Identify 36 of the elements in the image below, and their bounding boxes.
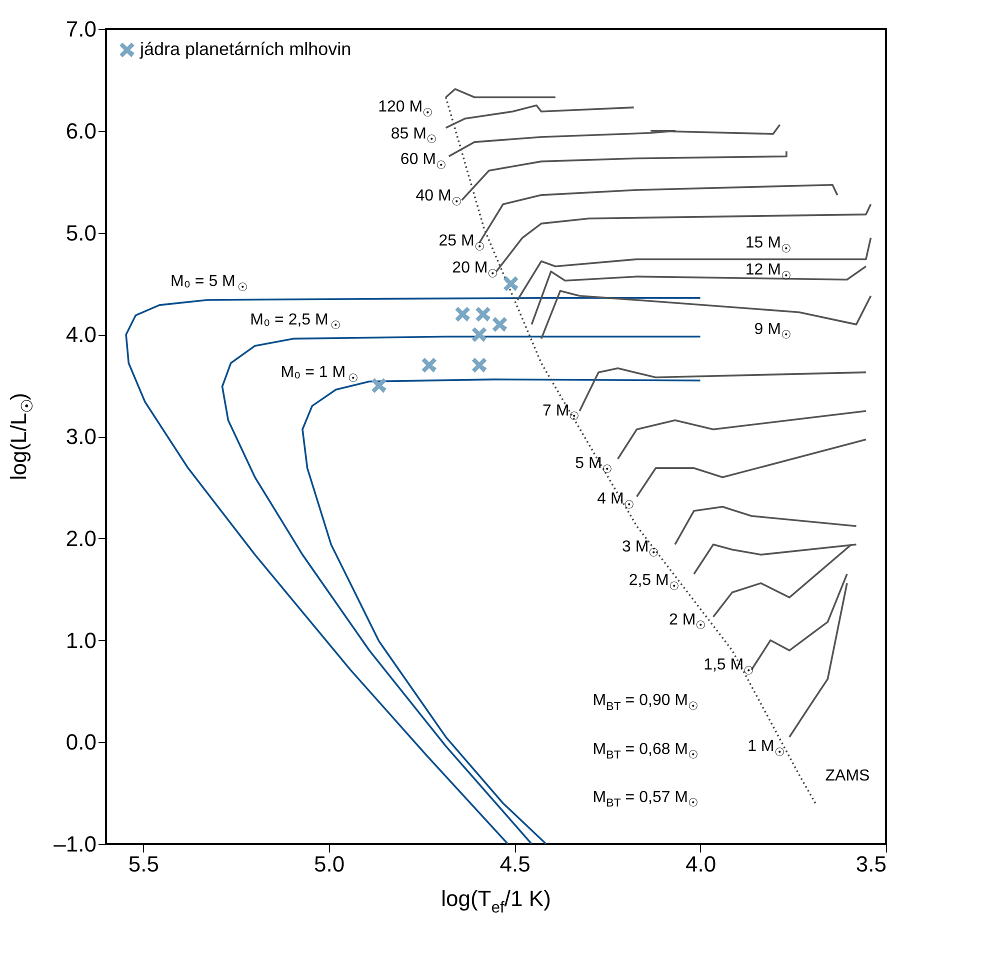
annotation: 3 M☉ [622, 538, 660, 560]
annotation: 2 M☉ [669, 611, 707, 632]
x-tick-label: 5.0 [314, 852, 345, 876]
y-tick-label: 0.0 [66, 730, 96, 755]
y-tick-label: 3.0 [66, 424, 96, 449]
annotation: ZAMS [825, 768, 870, 785]
annotation: 4 M☉ [597, 490, 635, 512]
annotation: 1 M☉ [748, 738, 786, 759]
annotation: 5 M☉ [575, 455, 613, 476]
annotation: 7 M☉ [542, 402, 580, 424]
annotation: 85 M☉ [390, 125, 438, 146]
y-tick-label: 5.0 [66, 220, 96, 246]
x-tick-label: 4.0 [685, 852, 716, 876]
y-tick-label: –1.0 [54, 832, 96, 856]
annotation: M₀ = 1 M☉ [280, 364, 359, 385]
y-tick-label: 6.0 [66, 118, 96, 144]
annotation: M₀ = 2,5 M☉ [250, 311, 342, 332]
annotation: 120 M☉ [378, 98, 434, 120]
y-tick-label: 2.0 [66, 526, 96, 551]
annotation: 2,5 M☉ [628, 572, 680, 593]
y-axis-title: log(L/L☉) [6, 392, 37, 480]
legend-label: jádra planetárních mlhovin [139, 39, 352, 59]
annotation: M₀ = 5 M☉ [170, 272, 249, 294]
annotation: 25 M☉ [438, 232, 486, 254]
x-tick-label: 4.5 [500, 852, 530, 876]
annotation: 15 M☉ [745, 234, 792, 256]
y-tick-label: 7.0 [66, 16, 96, 42]
y-tick-label: 1.0 [66, 628, 96, 653]
x-tick-label: 3.5 [856, 852, 886, 876]
annotation: 1,5 M☉ [704, 656, 755, 678]
y-tick-label: 4.0 [66, 322, 96, 348]
annotation: 9 M☉ [754, 320, 792, 342]
annotation: 20 M☉ [452, 260, 499, 280]
annotation: 40 M☉ [416, 188, 462, 208]
x-tick-label: 5.5 [128, 852, 159, 876]
annotation: 60 M☉ [400, 151, 447, 172]
